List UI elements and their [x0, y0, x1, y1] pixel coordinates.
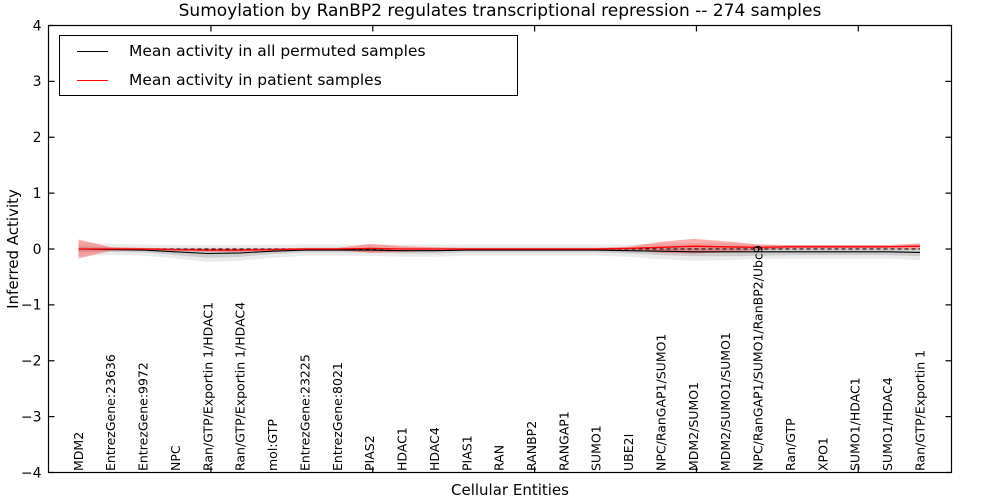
- entity-label: SUMO1/HDAC1: [848, 377, 863, 471]
- entity-label: Ran/GTP/Exportin 1: [912, 350, 927, 471]
- y-tick-label: −2: [21, 354, 42, 370]
- legend-line-sample-black: [77, 50, 108, 52]
- legend-label: Mean activity in all permuted samples: [129, 42, 426, 60]
- entity-label: NPC: [168, 445, 183, 471]
- entity-label: Ran/GTP/Exportin 1/HDAC4: [233, 302, 248, 471]
- entity-label: SUMO1: [589, 425, 604, 471]
- mean-line-patient: [78, 245, 921, 251]
- entity-label: SUMO1/HDAC4: [880, 377, 895, 471]
- entity-label: mol:GTP: [265, 419, 280, 471]
- entity-label: MDM2/SUMO1/SUMO1: [718, 332, 733, 471]
- entity-label: EntrezGene:9972: [136, 362, 151, 471]
- y-tick-label: −4: [21, 465, 42, 481]
- entity-label: NPC/RanGAP1/SUMO1/RanBP2/Ubc9: [751, 245, 766, 471]
- mean-line-permuted: [78, 248, 921, 255]
- entity-label: Ran/GTP: [783, 418, 798, 471]
- legend-box: Mean activity in all permuted samples Me…: [59, 35, 518, 96]
- entity-label: Ran/GTP/Exportin 1/HDAC1: [200, 302, 215, 471]
- y-tick-label: 4: [33, 18, 42, 34]
- legend-entry-patient: Mean activity in patient samples: [60, 66, 517, 95]
- y-tick-label: 2: [33, 130, 42, 146]
- entity-label: HDAC1: [395, 427, 410, 471]
- entity-label: XPO1: [815, 437, 830, 471]
- entity-label: HDAC4: [427, 427, 442, 471]
- entity-label: PIAS1: [459, 435, 474, 471]
- y-tick-label: −1: [21, 298, 42, 314]
- entity-label: NPC/RanGAP1/SUMO1: [653, 334, 668, 471]
- y-tick-label: 0: [33, 242, 42, 258]
- chart-title: Sumoylation by RanBP2 regulates transcri…: [178, 1, 822, 21]
- legend-entry-permuted: Mean activity in all permuted samples: [60, 37, 517, 66]
- entity-label: RAN: [492, 445, 507, 471]
- y-tick-label: 3: [33, 74, 42, 90]
- entity-label: MDM2/SUMO1: [686, 382, 701, 471]
- entity-label: PIAS2: [362, 435, 377, 471]
- entity-label: UBE2I: [621, 434, 636, 471]
- y-tick-label: −3: [21, 409, 42, 425]
- x-axis-label: Cellular Entities: [451, 481, 569, 499]
- entity-label: MDM2: [71, 432, 86, 471]
- entity-label: EntrezGene:23636: [103, 354, 118, 471]
- y-axis-label: Inferred Activity: [4, 189, 22, 309]
- legend-label: Mean activity in patient samples: [129, 71, 382, 89]
- y-tick-label: 1: [33, 186, 42, 202]
- entity-label: EntrezGene:23225: [297, 354, 312, 471]
- entity-label: RANGAP1: [556, 411, 571, 471]
- legend-line-sample-red: [77, 79, 108, 81]
- entity-label: EntrezGene:8021: [330, 362, 345, 471]
- entity-label: RANBP2: [524, 421, 539, 471]
- std-band-permuted-std-outer: [78, 242, 920, 262]
